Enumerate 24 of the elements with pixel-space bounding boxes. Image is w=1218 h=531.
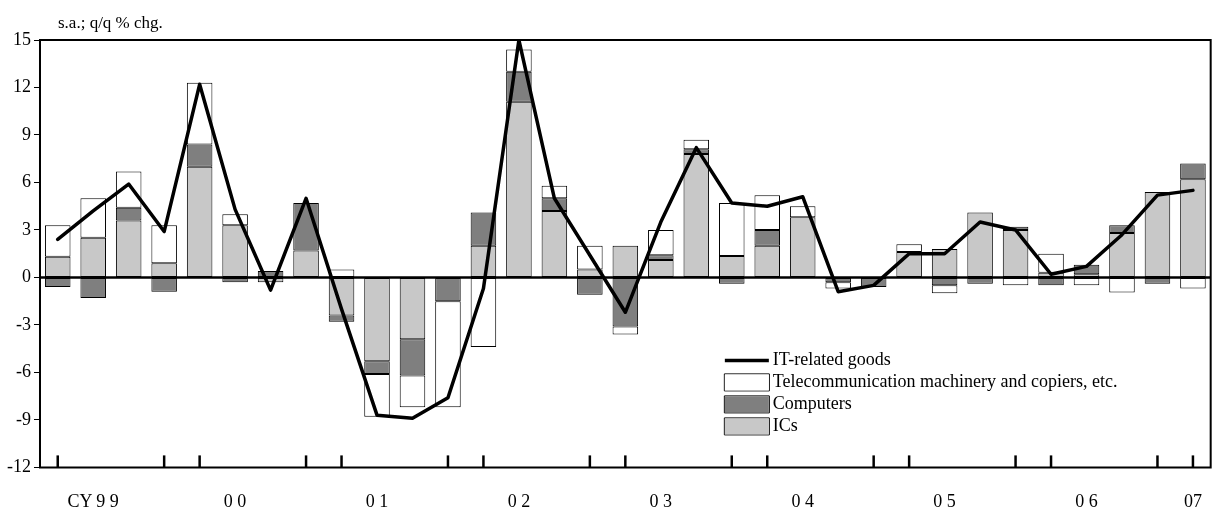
- x-tick-label: CY 9 9: [67, 490, 119, 511]
- y-tick-label: 15: [12, 28, 31, 49]
- x-tick-label: 0 3: [649, 490, 673, 511]
- y-tick-label: 0: [21, 266, 31, 287]
- legend-label: Telecommunication machinery and copiers, etc.: [772, 371, 1118, 392]
- y-tick-label: -12: [6, 456, 31, 477]
- x-tick-label: 07: [1183, 490, 1202, 511]
- x-tick-label: 0 6: [1075, 490, 1098, 511]
- x-tick-label: 0 2: [507, 490, 531, 511]
- y-tick-label: -6: [15, 361, 31, 382]
- x-tick-label: 0 1: [365, 490, 389, 511]
- x-tick-label: 0 4: [791, 490, 814, 511]
- y-tick-label: 6: [21, 171, 31, 192]
- legend-label: ICs: [772, 415, 798, 436]
- y-tick-label: -9: [15, 408, 31, 429]
- y-tick-label: 12: [12, 76, 31, 97]
- x-tick-label: 0 0: [223, 490, 247, 511]
- x-tick-label: 0 5: [933, 490, 956, 511]
- y-tick-label: -3: [15, 313, 31, 334]
- legend-label: Computers: [772, 393, 852, 414]
- y-axis-title: s.a.; q/q % chg.: [57, 12, 163, 32]
- legend-label: IT-related goods: [772, 349, 891, 370]
- y-tick-label: 9: [21, 123, 31, 144]
- y-tick-label: 3: [21, 218, 31, 239]
